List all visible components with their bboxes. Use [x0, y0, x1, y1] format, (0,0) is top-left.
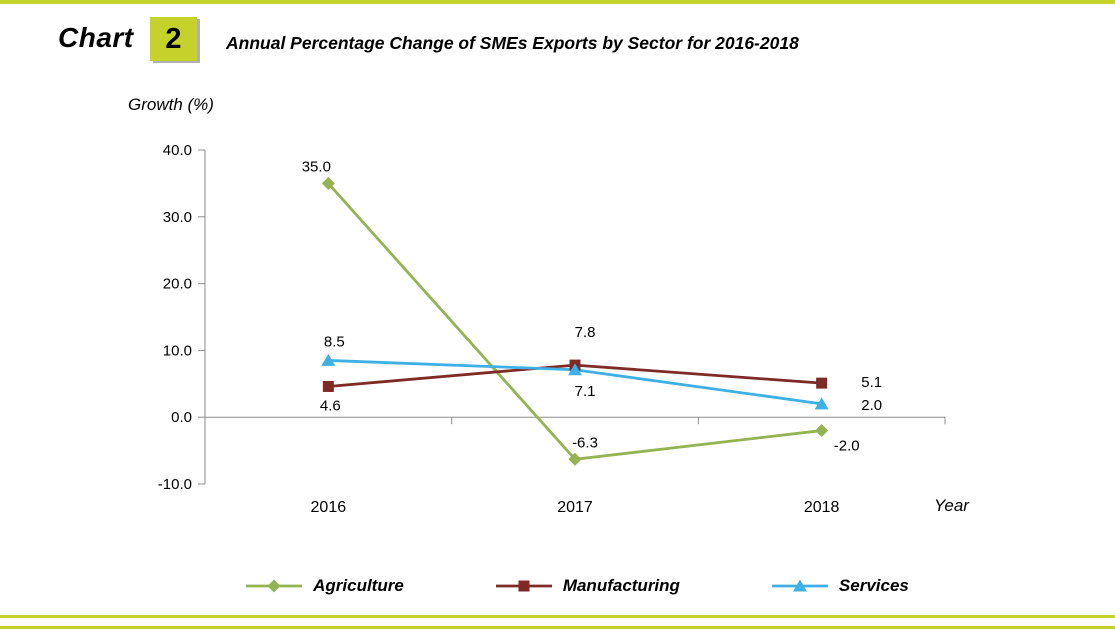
data-label-manufacturing-2018: 5.1	[861, 374, 882, 391]
chart-label: Chart	[58, 22, 134, 53]
y-tick-label: 0.0	[171, 409, 192, 426]
x-axis-title: Year	[934, 496, 969, 515]
data-point-agriculture-2018	[815, 424, 829, 438]
data-point-agriculture-2016	[321, 176, 335, 190]
x-category-label: 2017	[557, 499, 593, 516]
data-label-services-2018: 2.0	[861, 397, 882, 414]
legend-item-services: Services	[771, 576, 909, 596]
legend-item-manufacturing: Manufacturing	[495, 576, 680, 596]
data-label-services-2017: 7.1	[575, 383, 596, 400]
legend-marker-diamond-icon	[246, 579, 303, 593]
legend-marker-square-icon	[495, 580, 552, 592]
data-label-agriculture-2017: -6.3	[572, 434, 598, 451]
legend-label-manufacturing: Manufacturing	[562, 576, 680, 595]
series-line-agriculture	[327, 182, 822, 461]
data-label-agriculture-2018: -2.0	[834, 438, 860, 455]
chart-title: Annual Percentage Change of SMEs Exports…	[226, 33, 799, 53]
y-tick-label: 20.0	[163, 276, 192, 293]
data-point-manufacturing-2016	[322, 380, 334, 392]
data-point-services-2016	[321, 353, 336, 366]
data-point-services-2017	[568, 363, 582, 376]
plot-area: 40.0 30.0 20.0 10.0 0.0 -10.0 2016 2017 2018 35.0…	[158, 142, 946, 516]
data-point-services-2018	[814, 397, 829, 410]
y-axis-title: Growth (%)	[128, 95, 214, 114]
legend-label-agriculture: Agriculture	[313, 576, 404, 595]
legend-marker-triangle-icon	[771, 579, 828, 592]
chart-number-badge: 2	[150, 17, 197, 61]
y-tick-label: 30.0	[163, 209, 192, 226]
data-label-manufacturing-2016: 4.6	[320, 397, 341, 414]
bottom-accent-line-2	[0, 626, 1115, 629]
x-category-label: 2018	[804, 499, 840, 516]
legend-label-services: Services	[838, 576, 909, 595]
top-accent-line	[0, 0, 1115, 4]
legend: Agriculture Manufacturing Services	[0, 576, 1115, 596]
y-tick-label: 10.0	[163, 342, 192, 359]
data-label-manufacturing-2017: 7.8	[575, 324, 596, 341]
x-category-label: 2016	[311, 499, 347, 516]
data-label-services-2016: 8.5	[324, 333, 345, 350]
bottom-accent-line-1	[0, 615, 1115, 618]
y-tick-label: 40.0	[163, 142, 192, 159]
y-tick-label: -10.0	[158, 476, 192, 493]
data-point-agriculture-2017	[568, 452, 582, 466]
data-label-agriculture-2016: 35.0	[302, 158, 331, 175]
legend-item-agriculture: Agriculture	[246, 576, 404, 596]
data-point-manufacturing-2018	[816, 377, 828, 389]
